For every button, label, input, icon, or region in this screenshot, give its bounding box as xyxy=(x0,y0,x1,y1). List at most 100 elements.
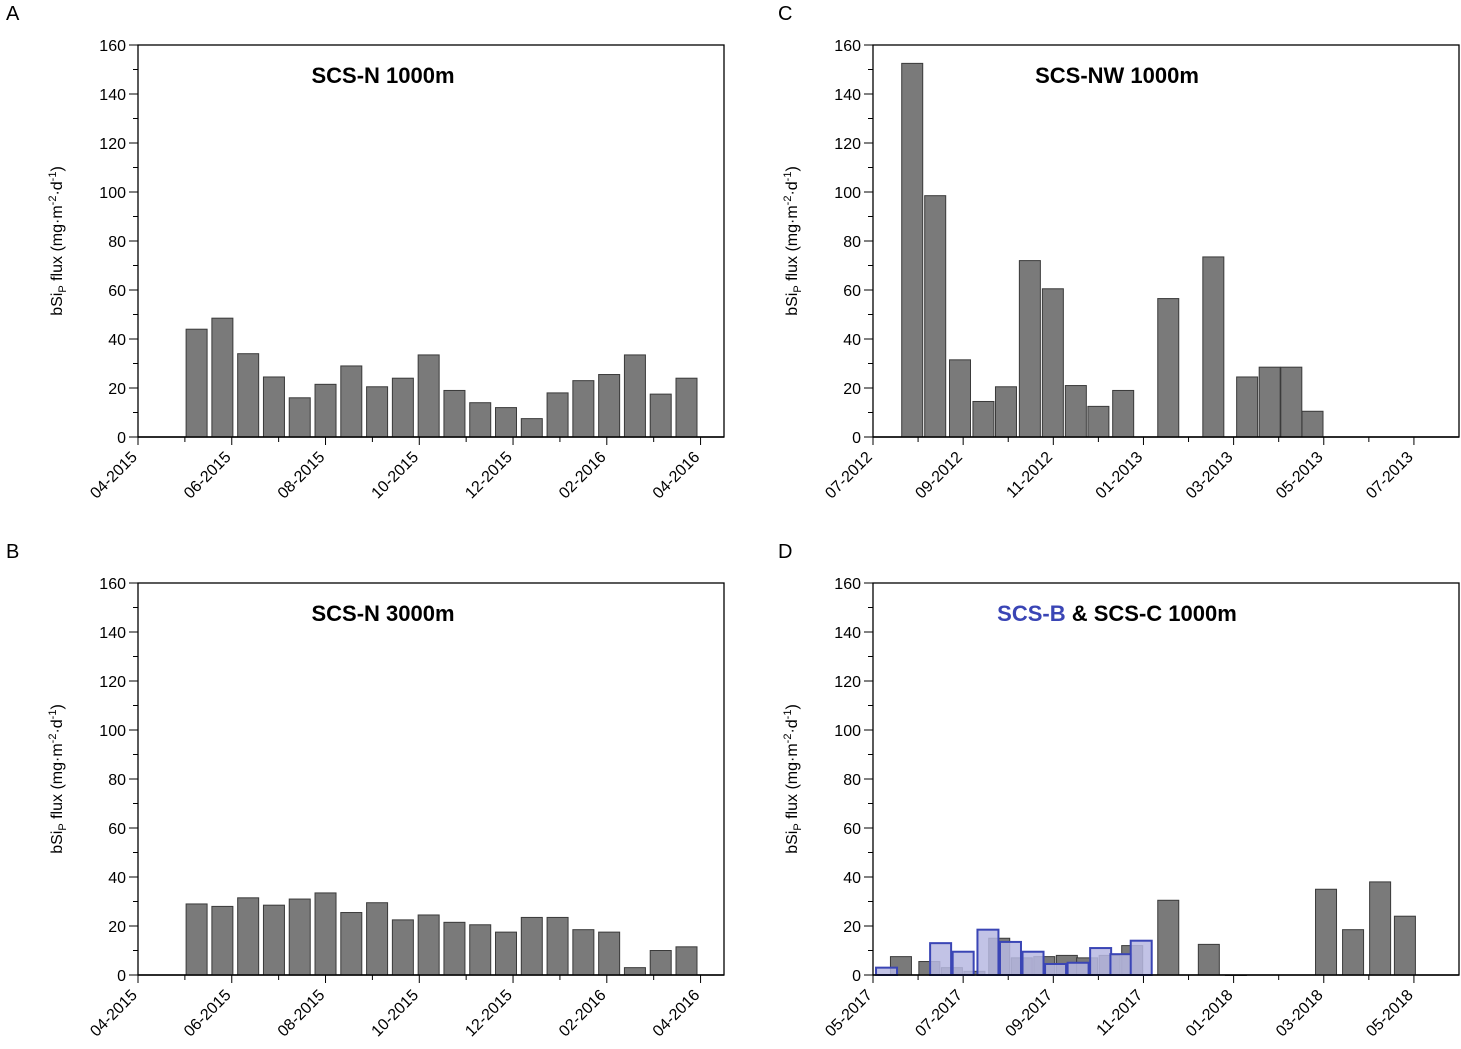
bar xyxy=(314,892,337,976)
bar xyxy=(1202,256,1225,438)
bar xyxy=(572,380,595,438)
x-tick-label: 10-2015 xyxy=(369,449,423,503)
bar xyxy=(237,353,260,438)
x-tick-label: 09-2012 xyxy=(912,449,966,503)
y-tick-label: 40 xyxy=(843,870,861,887)
bar xyxy=(520,916,543,976)
y-tick-label: 120 xyxy=(834,674,861,691)
y-tick-label: 40 xyxy=(843,332,861,349)
bar xyxy=(495,931,518,976)
y-axis-label: bSiP flux (mg·m-2·d-1) xyxy=(47,166,69,316)
bar xyxy=(1018,260,1041,438)
bar xyxy=(572,929,595,976)
bar xyxy=(288,898,311,976)
bar xyxy=(1157,298,1180,438)
bar-scs-b xyxy=(998,940,1022,976)
bar xyxy=(1301,410,1324,438)
bar xyxy=(623,967,646,976)
bar-scs-b xyxy=(1129,939,1153,977)
panel-d: D 0 20 40 60 80 100 120 140 160 05-2017 07-2017 09-2… xyxy=(778,541,1460,1041)
y-tick-label: 20 xyxy=(843,919,861,936)
x-tick-label: 04-2015 xyxy=(87,449,141,503)
y-tick-label: 120 xyxy=(99,674,126,691)
y-tick-label: 0 xyxy=(117,968,126,985)
y-tick-label: 0 xyxy=(852,430,861,447)
y-tick-label: 60 xyxy=(108,821,126,838)
x-tick-label: 01-2018 xyxy=(1183,987,1237,1041)
x-tick-label: 04-2015 xyxy=(87,987,141,1041)
bar xyxy=(649,393,672,438)
y-tick-label: 120 xyxy=(834,136,861,153)
y-tick-label: 100 xyxy=(834,185,861,202)
bar xyxy=(288,397,311,438)
x-tick-label: 03-2018 xyxy=(1273,987,1327,1041)
bar xyxy=(1280,366,1303,438)
bar-scs-b xyxy=(976,928,1000,976)
y-tick-label: 140 xyxy=(99,625,126,642)
bar xyxy=(1197,943,1220,976)
x-tick-label: 07-2012 xyxy=(822,449,876,503)
y-tick-label: 160 xyxy=(834,576,861,593)
y-tick-label: 80 xyxy=(108,234,126,251)
bar xyxy=(237,897,260,976)
bar xyxy=(546,392,569,438)
y-tick-label: 140 xyxy=(834,625,861,642)
panel-letter: C xyxy=(778,3,792,25)
bar xyxy=(185,328,208,438)
y-tick-label: 40 xyxy=(108,332,126,349)
x-tick-label: 10-2015 xyxy=(369,987,423,1041)
x-tick-label: 07-2013 xyxy=(1363,449,1417,503)
bar xyxy=(972,400,995,438)
bar xyxy=(1087,405,1110,438)
y-tick-label: 20 xyxy=(108,919,126,936)
y-tick-label: 160 xyxy=(834,38,861,55)
y-tick-label: 40 xyxy=(108,870,126,887)
bar xyxy=(262,904,285,976)
bar xyxy=(262,376,285,438)
y-tick-label: 140 xyxy=(834,87,861,104)
bar xyxy=(1236,376,1259,438)
y-tick-label: 60 xyxy=(843,283,861,300)
bar xyxy=(1369,881,1392,976)
y-tick-label: 160 xyxy=(99,38,126,55)
bar xyxy=(211,905,234,976)
x-tick-label: 05-2013 xyxy=(1273,449,1327,503)
x-tick-label: 02-2016 xyxy=(556,987,610,1041)
bar xyxy=(443,389,466,438)
bar xyxy=(366,386,389,438)
bar xyxy=(1342,929,1365,976)
panels: A 0 20 40 60 80 100 120 140 160 04-2015 06-2015 08-2… xyxy=(6,3,1460,1041)
x-tick-label: 06-2015 xyxy=(181,449,235,503)
x-tick-label: 11-2017 xyxy=(1094,987,1147,1040)
y-tick-label: 100 xyxy=(99,723,126,740)
bar xyxy=(649,950,672,976)
bar xyxy=(520,418,543,438)
bar-scs-b xyxy=(875,966,899,977)
bar xyxy=(469,402,492,438)
bar-scs-b xyxy=(951,950,975,976)
bar xyxy=(623,354,646,438)
y-axis-label: bSiP flux (mg·m-2·d-1) xyxy=(47,704,69,854)
x-tick-label: 03-2013 xyxy=(1183,449,1237,503)
bar xyxy=(675,377,698,438)
bar xyxy=(1041,288,1064,438)
bar-scs-b xyxy=(1109,953,1133,976)
y-tick-label: 60 xyxy=(108,283,126,300)
bar xyxy=(340,365,363,438)
bar xyxy=(1064,385,1087,438)
x-tick-label: 07-2017 xyxy=(912,987,966,1041)
bar-scs-b xyxy=(1044,962,1068,976)
x-tick-label: 08-2015 xyxy=(275,987,329,1041)
bar xyxy=(598,374,621,438)
y-tick-label: 80 xyxy=(108,772,126,789)
y-tick-label: 120 xyxy=(99,136,126,153)
bar xyxy=(443,921,466,976)
bar xyxy=(314,383,337,438)
bar-scs-b xyxy=(1089,947,1113,976)
x-tick-label: 01-2013 xyxy=(1093,449,1147,503)
x-tick-label: 04-2016 xyxy=(650,987,704,1041)
panel-c: C 0 20 40 60 80 100 120 140 160 07-2012 09-2012 11-2… xyxy=(778,3,1460,503)
y-tick-label: 60 xyxy=(843,821,861,838)
bar xyxy=(417,354,440,438)
